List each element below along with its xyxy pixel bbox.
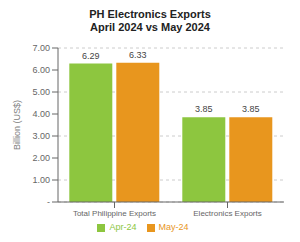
svg-text:6.00: 6.00 xyxy=(32,65,50,75)
html-text:PH Electronics Exports: PH Electronics Exports xyxy=(89,8,211,20)
svg-text:6.33: 6.33 xyxy=(129,50,147,60)
html-text:Apr-24: Apr-24 xyxy=(109,222,137,232)
svg-text:4.00: 4.00 xyxy=(32,109,50,119)
svg-text:7.00: 7.00 xyxy=(32,43,50,53)
svg-text:3.85: 3.85 xyxy=(195,104,213,114)
svg-text:1.00: 1.00 xyxy=(32,175,50,185)
html-text:April 2024 vs May 2024: April 2024 vs May 2024 xyxy=(90,21,210,33)
svg-text:3.85: 3.85 xyxy=(242,104,260,114)
svg-text:Electronics Exports: Electronics Exports xyxy=(193,209,261,218)
svg-text:-: - xyxy=(47,197,50,207)
html-text:May-24: May-24 xyxy=(158,222,189,232)
svg-text:Total Philippine Exports: Total Philippine Exports xyxy=(73,209,156,218)
svg-text:6.29: 6.29 xyxy=(82,51,100,61)
svg-text:3.00: 3.00 xyxy=(32,131,50,141)
svg-text:5.00: 5.00 xyxy=(32,87,50,97)
svg-text:2.00: 2.00 xyxy=(32,153,50,163)
svg-text:Billion (US$): Billion (US$) xyxy=(12,100,22,150)
